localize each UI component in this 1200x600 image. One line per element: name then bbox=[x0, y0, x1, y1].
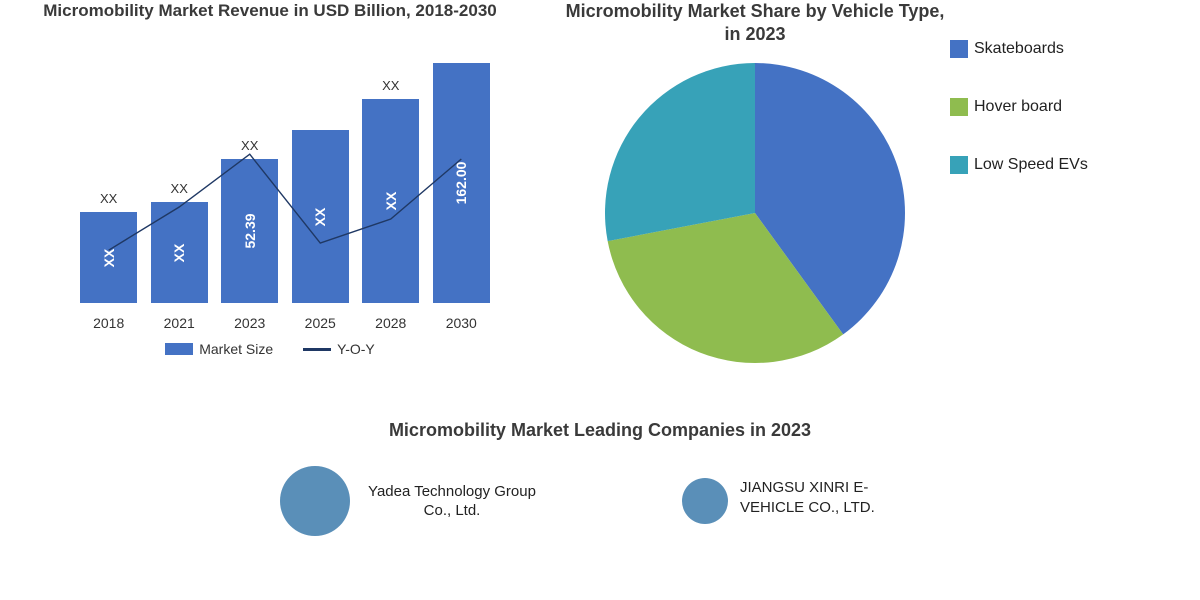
x-axis-label: 2028 bbox=[362, 315, 419, 331]
market-size-swatch bbox=[165, 343, 193, 355]
legend-swatch bbox=[950, 156, 968, 174]
legend-swatch bbox=[950, 40, 968, 58]
bar-col: XXXX bbox=[362, 99, 419, 303]
pie-legend-item: Hover board bbox=[950, 98, 1180, 116]
company-bubble-group: JIANGSU XINRI E-VEHICLE CO., LTD. bbox=[682, 478, 920, 524]
bar-annotation: XX bbox=[241, 138, 258, 153]
bar-chart: XXXXXXXXXX52.39XXXXXX162.00 201820212023… bbox=[80, 31, 490, 331]
companies-title: Micromobility Market Leading Companies i… bbox=[40, 420, 1160, 441]
bar: 52.39 bbox=[221, 159, 278, 303]
bar: 162.00 bbox=[433, 63, 490, 303]
x-axis-label: 2025 bbox=[292, 315, 349, 331]
bar: XX bbox=[362, 99, 419, 303]
legend-swatch bbox=[950, 98, 968, 116]
bars-row: XXXXXXXXXX52.39XXXXXX162.00 bbox=[80, 63, 490, 303]
company-label: Yadea Technology Group Co., Ltd. bbox=[362, 482, 542, 521]
pie-legend: Skateboards Hover board Low Speed EVs bbox=[950, 0, 1180, 420]
pie-legend-label: Skateboards bbox=[974, 40, 1064, 58]
company-bubble bbox=[682, 478, 728, 524]
pie-legend-item: Low Speed EVs bbox=[950, 156, 1180, 174]
companies-section: Micromobility Market Leading Companies i… bbox=[0, 420, 1200, 536]
pie-area bbox=[560, 53, 950, 363]
x-axis-label: 2021 bbox=[151, 315, 208, 331]
legend-yoy-label: Y-O-Y bbox=[337, 341, 375, 357]
bar-annotation: XX bbox=[100, 191, 117, 206]
bar-chart-legend: Market Size Y-O-Y bbox=[20, 341, 520, 357]
pie-legend-item: Skateboards bbox=[950, 40, 1180, 58]
pie-legend-label: Low Speed EVs bbox=[974, 156, 1088, 174]
bar-chart-panel: Micromobility Market Revenue in USD Bill… bbox=[0, 0, 540, 420]
yoy-swatch bbox=[303, 348, 331, 351]
legend-market-size-label: Market Size bbox=[199, 341, 273, 357]
pie-legend-label: Hover board bbox=[974, 98, 1062, 116]
bar: XX bbox=[151, 202, 208, 303]
bar-value-label: XX bbox=[171, 244, 187, 263]
bar-col: XXXX bbox=[80, 212, 137, 303]
bar-value-label: 52.39 bbox=[242, 214, 258, 249]
bar-annotation: XX bbox=[382, 78, 399, 93]
bar-col: XX bbox=[292, 130, 349, 303]
bar-value-label: XX bbox=[383, 192, 399, 211]
company-bubble-group: Yadea Technology Group Co., Ltd. bbox=[280, 466, 542, 536]
top-row: Micromobility Market Revenue in USD Bill… bbox=[0, 0, 1200, 420]
company-label: JIANGSU XINRI E-VEHICLE CO., LTD. bbox=[740, 478, 920, 517]
company-bubble bbox=[280, 466, 350, 536]
company-bubbles: Yadea Technology Group Co., Ltd. JIANGSU … bbox=[40, 466, 1160, 536]
bar-chart-title: Micromobility Market Revenue in USD Bill… bbox=[20, 0, 520, 21]
bar-annotation: XX bbox=[171, 181, 188, 196]
pie-chart-title: Micromobility Market Share by Vehicle Ty… bbox=[560, 0, 950, 45]
pie-chart-panel: Micromobility Market Share by Vehicle Ty… bbox=[540, 0, 1200, 420]
x-axis-label: 2030 bbox=[433, 315, 490, 331]
bar-value-label: XX bbox=[312, 208, 328, 227]
bar: XX bbox=[292, 130, 349, 303]
legend-yoy: Y-O-Y bbox=[303, 341, 375, 357]
bar-col: 162.00 bbox=[433, 63, 490, 303]
x-axis-label: 2018 bbox=[80, 315, 137, 331]
legend-market-size: Market Size bbox=[165, 341, 273, 357]
bar-value-label: 162.00 bbox=[453, 162, 469, 205]
bar-value-label: XX bbox=[101, 248, 117, 267]
x-axis-labels: 2018 2021 2023 2025 2028 2030 bbox=[80, 315, 490, 331]
pie-slice bbox=[605, 63, 755, 241]
bar-col: XXXX bbox=[151, 202, 208, 303]
bar-col: XX52.39 bbox=[221, 159, 278, 303]
x-axis-label: 2023 bbox=[221, 315, 278, 331]
pie-chart bbox=[605, 63, 905, 363]
bar: XX bbox=[80, 212, 137, 303]
